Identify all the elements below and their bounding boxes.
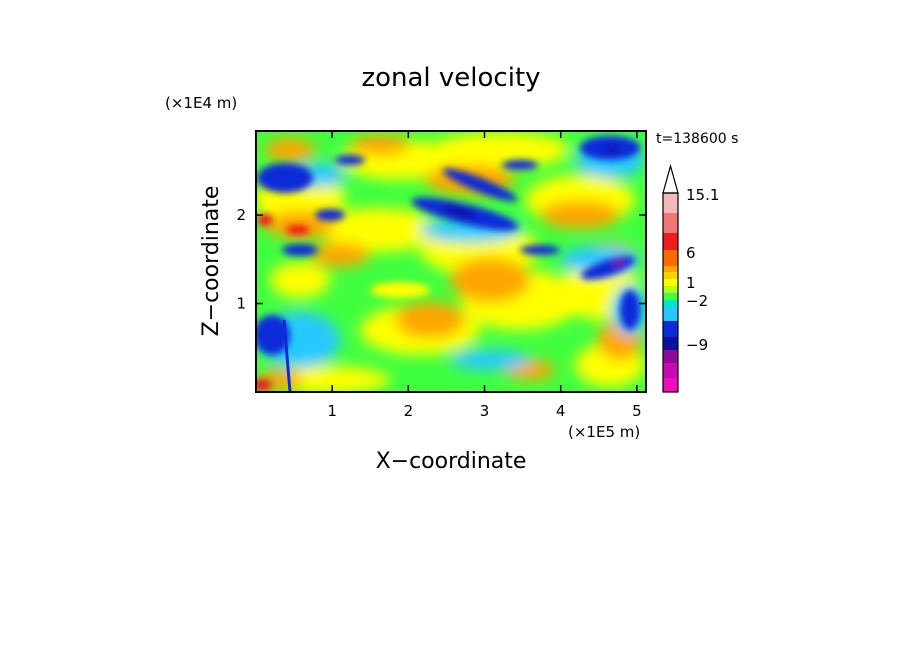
colorbar-band bbox=[663, 300, 678, 307]
colorbar-band bbox=[663, 321, 678, 337]
colorbar-band bbox=[663, 337, 678, 350]
x-tick-label: 5 bbox=[632, 402, 642, 420]
colorbar-band bbox=[663, 233, 678, 250]
x-tick-label: 2 bbox=[404, 402, 414, 420]
colorbar-band bbox=[663, 193, 678, 213]
x-axis-ticks: 1 2 3 4 5 bbox=[327, 131, 642, 420]
colorbar-band bbox=[663, 213, 678, 233]
chart-title: zonal velocity bbox=[361, 63, 540, 93]
colorbar-labels: 15.1 6 1−2 −9 bbox=[686, 186, 719, 354]
colorbar bbox=[662, 163, 679, 393]
colorbar-frame bbox=[662, 192, 679, 393]
colorbar-band bbox=[663, 363, 678, 378]
colorbar-tick-label: 1 bbox=[686, 274, 696, 292]
colorbar-band bbox=[663, 378, 678, 392]
colorbar-band bbox=[663, 286, 678, 293]
x-unit-label: (×1E5 m) bbox=[568, 423, 640, 441]
colorbar-band bbox=[663, 307, 678, 321]
colorbar-band bbox=[663, 350, 678, 363]
colorbar-tick-label: 6 bbox=[686, 244, 696, 262]
colorbar-band bbox=[663, 293, 678, 300]
y-unit-label: (×1E4 m) bbox=[165, 94, 237, 112]
colorbar-band bbox=[663, 266, 678, 272]
y-tick-label: 1 bbox=[236, 295, 246, 313]
x-tick-label: 1 bbox=[327, 402, 337, 420]
x-axis-label: X−coordinate bbox=[376, 449, 527, 474]
colorbar-extend-arrow bbox=[662, 163, 679, 194]
plot-frame bbox=[255, 130, 647, 393]
colorbar-band bbox=[663, 250, 678, 266]
y-tick-label: 2 bbox=[236, 206, 246, 224]
colorbar-band bbox=[663, 279, 678, 286]
x-tick-label: 3 bbox=[480, 402, 490, 420]
y-axis-label: Z−coordinate bbox=[199, 186, 224, 337]
colorbar-band bbox=[663, 272, 678, 279]
colorbar-tick-label: −9 bbox=[686, 336, 708, 354]
colorbar-tick-label: −2 bbox=[686, 292, 708, 310]
contour-field bbox=[256, 131, 646, 392]
x-tick-label: 4 bbox=[556, 402, 566, 420]
y-axis-ticks: 12 bbox=[236, 206, 646, 313]
colorbar-tick-label: 15.1 bbox=[686, 186, 719, 204]
time-label: t=138600 s bbox=[656, 131, 738, 147]
